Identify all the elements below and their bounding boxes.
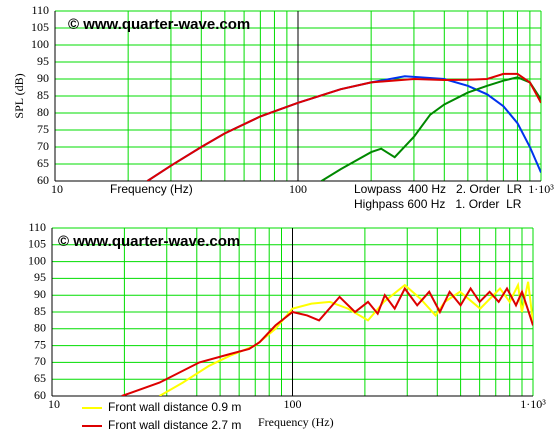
y-tick-label: 105: [31, 20, 49, 34]
series-line: [121, 286, 533, 396]
y-tick-label: 85: [34, 304, 46, 318]
y-tick-label: 90: [37, 71, 49, 85]
y-tick-label: 70: [34, 354, 46, 368]
y-tick-label: 105: [28, 237, 46, 251]
x-axis-label: Frequency (Hz): [110, 182, 193, 196]
y-axis-label: SPL (dB): [12, 73, 26, 118]
x-tick-label: 100: [284, 397, 302, 411]
annotation: Highpass 600 Hz 1. Order LR: [354, 197, 522, 211]
legend-label: Front wall distance 0.9 m: [108, 400, 241, 414]
y-tick-label: 60: [37, 173, 49, 187]
y-tick-label: 60: [34, 388, 46, 402]
y-tick-label: 80: [37, 105, 49, 119]
x-tick-label: 1·10³: [520, 397, 546, 411]
y-tick-label: 90: [34, 287, 46, 301]
y-tick-label: 100: [28, 253, 46, 267]
y-tick-label: 70: [37, 139, 49, 153]
x-tick-label: 100: [289, 182, 307, 196]
y-tick-label: 80: [34, 321, 46, 335]
watermark: © www.quarter-wave.com: [68, 16, 250, 33]
y-tick-label: 100: [31, 37, 49, 51]
plot: [54, 10, 542, 182]
watermark: © www.quarter-wave.com: [58, 233, 240, 250]
x-tick-label: 1·10³: [528, 182, 554, 196]
series-line: [146, 72, 541, 181]
y-tick-label: 110: [31, 3, 49, 17]
y-tick-label: 65: [37, 156, 49, 170]
legend-label: Front wall distance 2.7 m: [108, 418, 241, 432]
series-line: [146, 75, 541, 181]
x-tick-label: 10: [48, 397, 60, 411]
y-tick-label: 75: [34, 337, 46, 351]
y-tick-label: 65: [34, 371, 46, 385]
y-tick-label: 75: [37, 122, 49, 136]
y-tick-label: 110: [28, 220, 46, 234]
y-tick-label: 95: [37, 54, 49, 68]
y-tick-label: 95: [34, 270, 46, 284]
annotation: Lowpass 400 Hz 2. Order LR: [354, 182, 522, 196]
x-tick-label: 10: [51, 182, 63, 196]
series-line: [320, 76, 541, 181]
y-tick-label: 85: [37, 88, 49, 102]
x-axis-label: Frequency (Hz): [258, 415, 334, 429]
